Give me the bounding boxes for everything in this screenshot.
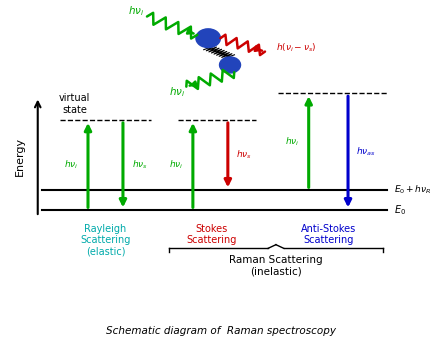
Text: $h(\nu_i-\nu_s)$: $h(\nu_i-\nu_s)$ xyxy=(276,42,317,54)
Text: Stokes
Scattering: Stokes Scattering xyxy=(186,224,237,245)
Text: $E_0$: $E_0$ xyxy=(394,203,406,217)
Text: $h\nu_{as}$: $h\nu_{as}$ xyxy=(357,146,376,158)
Text: $h\nu_s$: $h\nu_s$ xyxy=(237,149,252,161)
Text: $h\nu_i$: $h\nu_i$ xyxy=(170,85,186,99)
Circle shape xyxy=(219,57,241,73)
Text: $h\nu_i$: $h\nu_i$ xyxy=(64,159,79,171)
Text: $h\nu_i$: $h\nu_i$ xyxy=(285,136,299,148)
Text: $h\nu_s$: $h\nu_s$ xyxy=(131,159,147,171)
Text: Rayleigh
Scattering
(elastic): Rayleigh Scattering (elastic) xyxy=(80,224,131,257)
Text: virtual
state: virtual state xyxy=(59,94,91,115)
Text: $h\nu_i$: $h\nu_i$ xyxy=(169,159,183,171)
Text: Raman Scattering
(inelastic): Raman Scattering (inelastic) xyxy=(229,255,323,276)
Text: $E_0+h\nu_R$: $E_0+h\nu_R$ xyxy=(394,184,432,197)
Text: Schematic diagram of  Raman spectroscopy: Schematic diagram of Raman spectroscopy xyxy=(106,326,336,336)
Circle shape xyxy=(196,29,220,48)
Text: $h\nu_i$: $h\nu_i$ xyxy=(128,4,144,18)
Text: Anti-Stokes
Scattering: Anti-Stokes Scattering xyxy=(301,224,356,245)
Text: Energy: Energy xyxy=(15,137,25,176)
